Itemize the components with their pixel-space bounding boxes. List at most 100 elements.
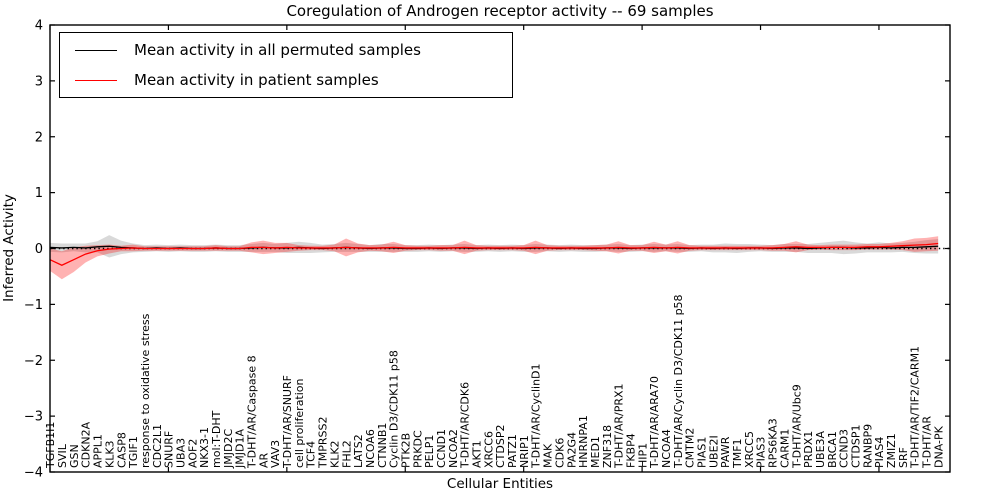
x-category-label: T-DHT/AR/SNURF bbox=[281, 375, 294, 469]
x-category-label: XRCC5 bbox=[743, 431, 756, 468]
x-category-label: T-DHT/AR/TIF2/CARM1 bbox=[909, 346, 922, 469]
x-category-label: XRCC6 bbox=[482, 431, 495, 468]
x-category-label: SRF bbox=[897, 447, 910, 468]
x-category-label: PIAS4 bbox=[873, 437, 886, 468]
x-category-label: PAWR bbox=[719, 436, 732, 468]
x-category-label: GSN bbox=[68, 444, 81, 468]
legend-entry-permuted: Mean activity in all permuted samples bbox=[60, 38, 512, 62]
x-category-label: BRCA1 bbox=[826, 431, 839, 468]
x-category-label: NKX3-1 bbox=[198, 427, 211, 468]
x-category-label: MAK bbox=[542, 443, 555, 468]
x-category-label: HIP1 bbox=[636, 443, 649, 468]
legend-label-permuted: Mean activity in all permuted samples bbox=[134, 41, 421, 59]
x-category-label: KLK2 bbox=[328, 440, 341, 468]
x-category-label: PA2G4 bbox=[565, 432, 578, 468]
x-category-label: ZMIZ1 bbox=[885, 433, 898, 468]
x-category-label: CTDSP1 bbox=[849, 425, 862, 468]
x-category-label: T-DHT/AR/CyclinD1 bbox=[530, 363, 543, 469]
y-tick-label: −3 bbox=[24, 410, 43, 425]
x-category-label: KLK3 bbox=[103, 440, 116, 468]
x-category-label: SNURF bbox=[163, 431, 176, 468]
patient-band bbox=[50, 236, 939, 280]
x-category-label: T-DHT/AR/Cyclin D3/CDK11 p58 bbox=[672, 294, 685, 469]
x-category-label: CCND3 bbox=[838, 429, 851, 468]
x-category-label: HNRNPA1 bbox=[577, 415, 590, 468]
x-category-label: CDK6 bbox=[553, 438, 566, 468]
y-axis-label: Inferred Activity bbox=[1, 194, 17, 302]
x-category-label: LATS2 bbox=[352, 434, 365, 468]
x-category-label: TMF1 bbox=[731, 438, 744, 469]
patient-mean-line bbox=[49, 242, 939, 266]
legend: Mean activity in all permuted samples Me… bbox=[59, 32, 513, 98]
x-category-label: CCND1 bbox=[435, 429, 448, 468]
x-category-label: AKT1 bbox=[471, 440, 484, 468]
x-category-label: JMJD2C bbox=[222, 429, 235, 469]
x-axis-label: Cellular Entities bbox=[446, 476, 554, 492]
x-category-label: mol:T-DHT bbox=[210, 410, 223, 468]
x-category-label: AOF2 bbox=[186, 439, 199, 468]
y-tick-label: 2 bbox=[35, 130, 43, 145]
x-category-label: CMTM2 bbox=[684, 428, 697, 468]
plot-frame bbox=[49, 24, 951, 473]
x-category-label: CARM1 bbox=[778, 429, 791, 468]
x-category-label: PIAS3 bbox=[755, 437, 768, 468]
x-category-label: T-DHT/AR bbox=[921, 416, 934, 469]
x-category-label: TMPRSS2 bbox=[317, 417, 330, 469]
y-tick-label: 4 bbox=[35, 19, 43, 34]
y-tick-label: −2 bbox=[24, 354, 43, 369]
patient-line-swatch bbox=[75, 79, 117, 81]
y-tick-label: 0 bbox=[35, 242, 43, 257]
y-tick-label: 1 bbox=[35, 186, 43, 201]
x-category-label: AR bbox=[257, 452, 270, 468]
x-category-label: FHL2 bbox=[340, 440, 353, 468]
y-tick-label: 3 bbox=[35, 74, 43, 89]
x-category-label: CDKN2A bbox=[80, 421, 93, 468]
x-category-label: PTK2B bbox=[399, 433, 412, 468]
x-category-label: UBE2I bbox=[707, 435, 720, 468]
legend-label-patient: Mean activity in patient samples bbox=[134, 71, 379, 89]
permuted-band bbox=[50, 235, 939, 258]
x-category-label: RPS6KA3 bbox=[767, 418, 780, 468]
x-category-label: NCOA4 bbox=[660, 429, 673, 468]
x-category-label: CDC2L1 bbox=[151, 424, 164, 468]
x-category-label: PRKDC bbox=[411, 430, 424, 468]
x-category-label: PIAS1 bbox=[696, 437, 709, 468]
y-tick-label: −4 bbox=[24, 466, 43, 481]
x-category-label: VAV3 bbox=[269, 440, 282, 468]
x-category-label: UBA3 bbox=[174, 438, 187, 468]
x-category-label: CASP8 bbox=[115, 432, 128, 468]
x-category-label: Cyclin D3/CDK11 p58 bbox=[388, 350, 401, 468]
x-category-label: RANBP9 bbox=[861, 424, 874, 468]
x-category-label: PELP1 bbox=[423, 435, 436, 468]
x-category-label: CTNNB1 bbox=[376, 423, 389, 468]
permuted-line-swatch bbox=[75, 49, 117, 51]
x-category-label: T-DHT/AR/CDK6 bbox=[459, 382, 472, 469]
x-category-label: response to oxidative stress bbox=[139, 313, 152, 468]
x-category-label: CTDSP2 bbox=[494, 425, 507, 468]
legend-entry-patient: Mean activity in patient samples bbox=[60, 68, 512, 92]
x-category-label: FKBP4 bbox=[624, 433, 637, 468]
x-category-label: DNA-PK bbox=[932, 425, 945, 468]
y-tick-label: −1 bbox=[24, 298, 43, 313]
x-category-label: PATZ1 bbox=[506, 434, 519, 468]
x-category-label: APPL1 bbox=[92, 434, 105, 468]
x-category-label: UBE3A bbox=[814, 430, 827, 468]
x-category-label: T-DHT/AR/Caspase 8 bbox=[246, 355, 259, 469]
x-category-label: TCF4 bbox=[305, 441, 318, 469]
x-category-label: cell proliferation bbox=[293, 378, 306, 468]
x-category-label: PRDX1 bbox=[802, 431, 815, 468]
x-category-label: TGIF1 bbox=[127, 436, 140, 469]
chart-title: Coregulation of Androgen receptor activi… bbox=[286, 2, 714, 20]
x-category-label: MED1 bbox=[589, 436, 602, 468]
x-category-label: T-DHT/AR/PRX1 bbox=[613, 383, 626, 469]
x-category-label: NRIP1 bbox=[518, 435, 531, 468]
x-category-label: NCOA2 bbox=[447, 429, 460, 468]
x-category-label: NCOA6 bbox=[364, 429, 377, 468]
x-category-label: ZNF318 bbox=[601, 425, 614, 468]
x-category-label: T-DHT/AR/Ubc9 bbox=[790, 384, 803, 469]
x-category-label: SVIL bbox=[56, 443, 69, 468]
x-category-label: JMJD1A bbox=[234, 429, 247, 469]
x-category-label: T-DHT/AR/ARA70 bbox=[648, 376, 661, 469]
